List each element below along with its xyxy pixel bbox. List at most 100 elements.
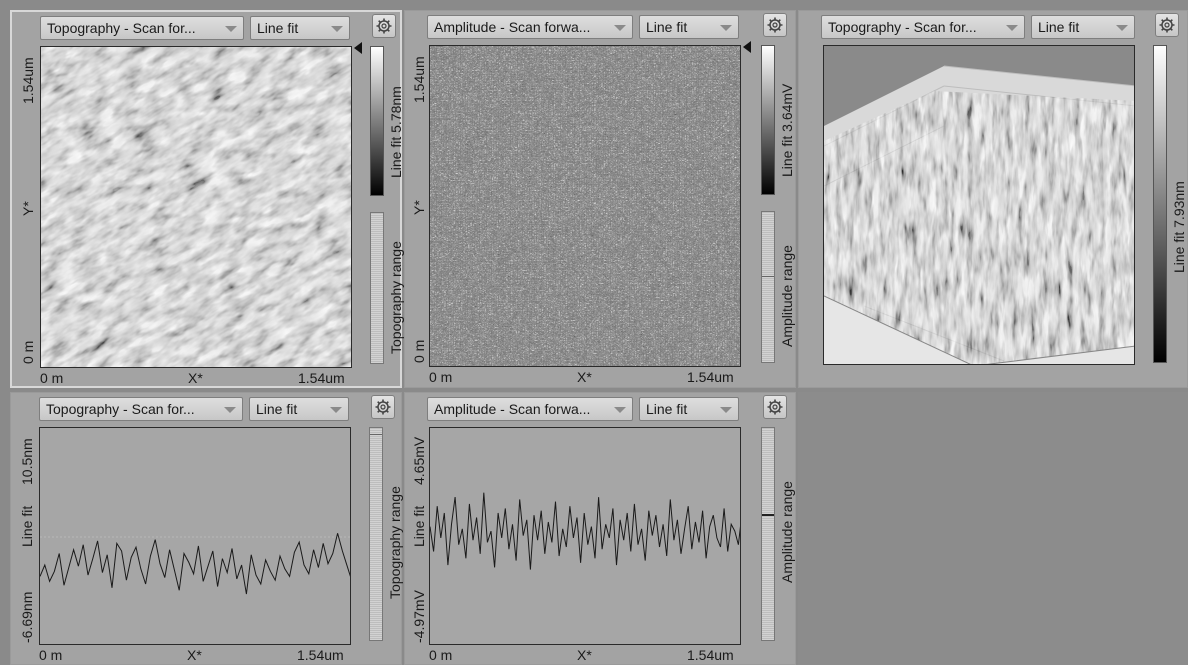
- gear-icon: [375, 399, 391, 415]
- colorbar[interactable]: [370, 46, 384, 196]
- x-axis-title: X*: [187, 647, 202, 663]
- gear-icon: [1159, 17, 1175, 33]
- settings-button[interactable]: [1155, 13, 1179, 37]
- amplitude-profile-plot[interactable]: [429, 427, 741, 645]
- range-marker: [762, 276, 774, 277]
- x-axis-right-label: 1.54um: [298, 370, 345, 386]
- x-axis-right-label: 1.54um: [297, 647, 344, 663]
- range-marker: [370, 434, 382, 435]
- colorbar-label: Line fit 5.78nm: [388, 86, 404, 178]
- x-axis-right-label: 1.54um: [687, 647, 734, 663]
- y-axis-bottom-label: 0 m: [411, 339, 427, 363]
- amplitude-profile-panel: Amplitude - Scan forwa... Line fit 4.65m…: [404, 392, 796, 665]
- gear-icon: [767, 399, 783, 415]
- chevron-down-icon: [224, 407, 236, 413]
- chevron-down-icon: [225, 26, 237, 32]
- amplitude-texture: [430, 46, 740, 366]
- chevron-down-icon: [720, 25, 732, 31]
- y-axis-title: Y*: [411, 200, 427, 215]
- channel-dropdown[interactable]: Topography - Scan for...: [821, 15, 1025, 39]
- colorbar-label: Line fit 7.93nm: [1171, 181, 1187, 273]
- range-label: Topography range: [387, 486, 403, 599]
- amplitude-image[interactable]: [429, 45, 741, 367]
- topography-trace: [40, 533, 350, 595]
- filter-dropdown-label: Line fit: [1038, 19, 1080, 35]
- channel-dropdown[interactable]: Amplitude - Scan forwa...: [427, 397, 633, 421]
- channel-dropdown-label: Amplitude - Scan forwa...: [434, 19, 591, 35]
- topography-profile-svg: [40, 533, 350, 595]
- topography-profile-plot[interactable]: [39, 427, 351, 645]
- filter-dropdown[interactable]: Line fit: [639, 397, 739, 421]
- colorbar-label: Line fit 3.64mV: [779, 83, 795, 177]
- channel-dropdown[interactable]: Topography - Scan for...: [39, 397, 243, 421]
- surface-3d-render: [824, 65, 1134, 364]
- filter-dropdown-label: Line fit: [257, 20, 299, 36]
- chevron-down-icon: [614, 407, 626, 413]
- chevron-down-icon: [614, 25, 626, 31]
- chevron-down-icon: [1006, 25, 1018, 31]
- x-axis-left-label: 0 m: [39, 647, 63, 663]
- triangle-marker-icon[interactable]: [354, 42, 362, 54]
- y-axis-bottom-label: -6.69nm: [19, 591, 35, 643]
- settings-button[interactable]: [371, 395, 395, 419]
- x-axis-left-label: 0 m: [429, 647, 453, 663]
- topography-profile-panel: Topography - Scan for... Line fit 10.5nm…: [10, 392, 403, 665]
- chevron-down-icon: [330, 407, 342, 413]
- y-axis-top-label: 1.54um: [411, 56, 427, 103]
- channel-dropdown[interactable]: Amplitude - Scan forwa...: [427, 15, 633, 39]
- range-bar[interactable]: [761, 211, 775, 363]
- x-axis-title: X*: [577, 647, 592, 663]
- chevron-down-icon: [331, 26, 343, 32]
- chevron-down-icon: [1116, 25, 1128, 31]
- y-axis-title: Y*: [20, 201, 36, 216]
- settings-button[interactable]: [763, 13, 787, 37]
- triangle-marker-icon[interactable]: [743, 41, 751, 53]
- range-bar[interactable]: [761, 427, 775, 641]
- topography-3d-view[interactable]: [823, 45, 1135, 365]
- topography-texture: [41, 47, 351, 367]
- x-axis-title: X*: [577, 369, 592, 385]
- channel-dropdown-label: Amplitude - Scan forwa...: [434, 401, 591, 417]
- filter-dropdown-label: Line fit: [646, 401, 688, 417]
- channel-dropdown[interactable]: Topography - Scan for...: [40, 16, 244, 40]
- y-axis-title: Line fit: [19, 505, 35, 547]
- x-axis-left-label: 0 m: [429, 369, 453, 385]
- filter-dropdown-label: Line fit: [646, 19, 688, 35]
- colorbar[interactable]: [1153, 45, 1167, 363]
- range-label: Amplitude range: [779, 481, 795, 583]
- range-bar[interactable]: [369, 427, 383, 641]
- chevron-down-icon: [720, 407, 732, 413]
- topography-image[interactable]: [40, 46, 352, 368]
- amplitude-profile-svg: [430, 492, 740, 570]
- settings-button[interactable]: [372, 14, 396, 38]
- y-axis-top-label: 1.54um: [20, 57, 36, 104]
- y-axis-top-label: 10.5nm: [19, 438, 35, 485]
- gear-icon: [767, 17, 783, 33]
- range-marker: [762, 514, 774, 516]
- amplitude-map-panel: Amplitude - Scan forwa... Line fit 1.54u…: [404, 10, 796, 388]
- y-axis-bottom-label: 0 m: [20, 340, 36, 364]
- y-axis-top-label: 4.65mV: [411, 436, 427, 485]
- channel-dropdown-label: Topography - Scan for...: [46, 401, 195, 417]
- amplitude-trace: [430, 492, 740, 570]
- channel-dropdown-label: Topography - Scan for...: [828, 19, 977, 35]
- filter-dropdown[interactable]: Line fit: [1031, 15, 1135, 39]
- range-label: Topography range: [388, 241, 404, 354]
- range-label: Amplitude range: [779, 245, 795, 347]
- settings-button[interactable]: [763, 395, 787, 419]
- colorbar[interactable]: [761, 45, 775, 195]
- filter-dropdown[interactable]: Line fit: [250, 16, 350, 40]
- x-axis-title: X*: [188, 370, 203, 386]
- topography-map-panel: Topography - Scan for... Line fit 1.54um…: [10, 10, 404, 388]
- x-axis-left-label: 0 m: [40, 370, 64, 386]
- filter-dropdown-label: Line fit: [256, 401, 298, 417]
- y-axis-title: Line fit: [411, 505, 427, 547]
- channel-dropdown-label: Topography - Scan for...: [47, 20, 196, 36]
- y-axis-bottom-label: -4.97mV: [411, 590, 427, 643]
- filter-dropdown[interactable]: Line fit: [249, 397, 349, 421]
- topography-3d-panel: Topography - Scan for... Line fit: [798, 10, 1188, 388]
- filter-dropdown[interactable]: Line fit: [639, 15, 739, 39]
- x-axis-right-label: 1.54um: [687, 369, 734, 385]
- gear-icon: [376, 18, 392, 34]
- range-bar[interactable]: [370, 212, 384, 364]
